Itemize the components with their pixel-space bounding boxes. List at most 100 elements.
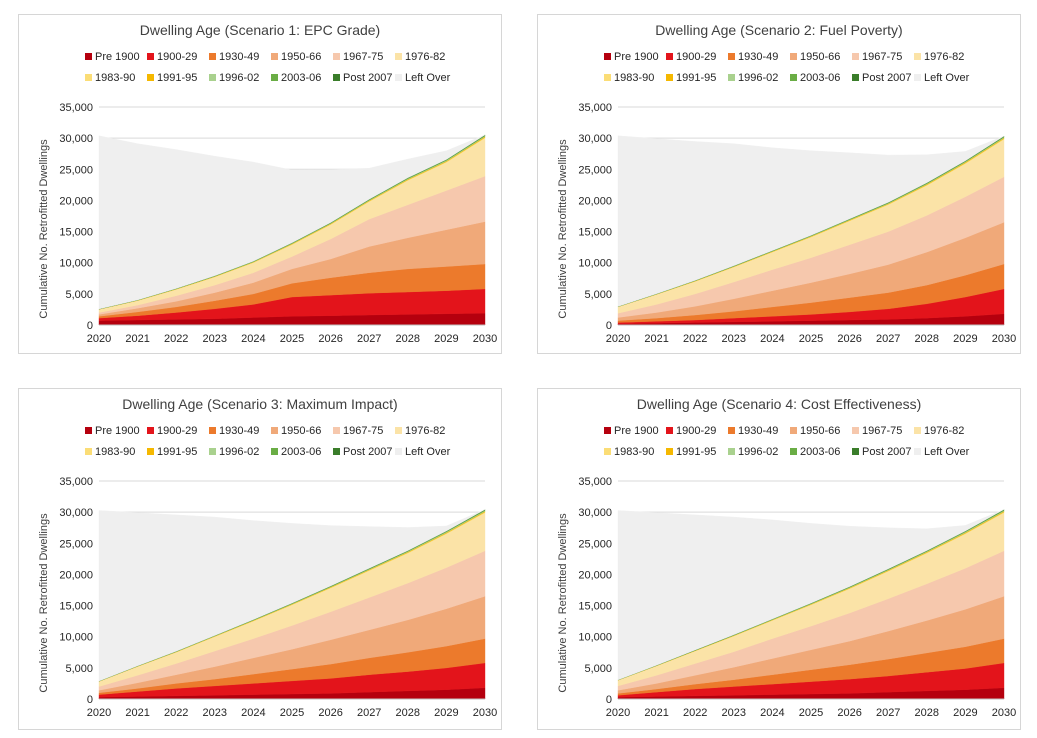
legend-label-1930-49: 1930-49 [219,425,259,437]
legend-swatch-1950-66 [790,53,797,60]
legend-swatch-1991-95 [147,74,154,81]
legend-label-1996-02: 1996-02 [219,72,259,84]
legend-label-2003-06: 2003-06 [281,446,321,458]
legend-swatch-left-over [914,448,921,455]
chart-title: Dwelling Age (Scenario 2: Fuel Poverty) [655,22,902,38]
legend-label-2003-06: 2003-06 [281,72,321,84]
x-tick-label: 2027 [876,333,900,345]
legend-swatch-1976-82 [914,427,921,434]
axes: 0 5,000 10,000 15,000 20,000 25,000 30,000 35,0… [578,476,1016,719]
legend-label-1976-82: 1976-82 [924,425,964,437]
y-tick-label: 10,000 [59,632,93,644]
legend-swatch-1967-75 [333,427,340,434]
x-tick-label: 2021 [644,707,668,719]
legend-swatch-1976-82 [395,427,402,434]
legend-label-1967-75: 1967-75 [343,425,383,437]
legend-label-1950-66: 1950-66 [800,425,840,437]
legend-label-post-2007: Post 2007 [343,446,393,458]
area-left-over [98,509,486,682]
legend-label-1950-66: 1950-66 [281,51,321,63]
x-tick-label: 2029 [953,707,977,719]
legend-label-1967-75: 1967-75 [343,51,383,63]
legend-label-left-over: Left Over [405,446,451,458]
x-tick-label: 2021 [125,707,149,719]
chart-panel-scenario-4: Dwelling Age (Scenario 4: Cost Effective… [537,388,1021,730]
legend-label-1930-49: 1930-49 [738,51,778,63]
y-tick-label: 25,000 [59,538,93,550]
legend-swatch-2003-06 [271,448,278,455]
area-left-over [617,135,1005,307]
legend-swatch-2003-06 [790,74,797,81]
x-tick-label: 2024 [241,333,265,345]
y-tick-label: 10,000 [59,258,93,270]
axes: 0 5,000 10,000 15,000 20,000 25,000 30,000 35,0… [59,102,497,345]
legend-swatch-1991-95 [666,448,673,455]
legend-label-1900-29: 1900-29 [676,425,716,437]
legend-label-1983-90: 1983-90 [614,446,654,458]
x-tick-label: 2029 [953,333,977,345]
legend-label-1996-02: 1996-02 [738,72,778,84]
x-tick-label: 2022 [683,707,707,719]
x-tick-label: 2024 [760,707,784,719]
chart-title: Dwelling Age (Scenario 3: Maximum Impact… [122,396,397,412]
legend-label-1976-82: 1976-82 [924,51,964,63]
legend-label-1950-66: 1950-66 [800,51,840,63]
legend-swatch-1976-82 [914,53,921,60]
area-left-over [617,509,1005,681]
legend-label-pre-1900: Pre 1900 [614,51,659,63]
legend-swatch-1967-75 [333,53,340,60]
legend-label-1930-49: 1930-49 [219,51,259,63]
x-tick-label: 2030 [992,333,1016,345]
legend-label-2003-06: 2003-06 [800,446,840,458]
x-tick-label: 2029 [434,333,458,345]
legend-label-1991-95: 1991-95 [676,446,716,458]
x-tick-label: 2027 [876,707,900,719]
legend-swatch-1900-29 [147,53,154,60]
legend-swatch-1930-49 [728,53,735,60]
stacked-areas [98,134,486,326]
legend-label-1900-29: 1900-29 [157,425,197,437]
legend-label-1983-90: 1983-90 [95,446,135,458]
x-tick-label: 2025 [799,333,823,345]
x-tick-label: 2030 [473,707,497,719]
y-tick-label: 0 [87,320,93,332]
legend-swatch-1930-49 [209,427,216,434]
legend-label-1991-95: 1991-95 [676,72,716,84]
legend-swatch-1983-90 [85,448,92,455]
legend-swatch-2003-06 [271,74,278,81]
stacked-areas [98,509,486,700]
x-tick-label: 2022 [164,707,188,719]
chart-title: Dwelling Age (Scenario 1: EPC Grade) [140,22,380,38]
y-axis-label: Cumulative No. Retrofitted Dwellings [38,513,50,693]
x-tick-label: 2025 [799,707,823,719]
chart-svg: Dwelling Age (Scenario 4: Cost Effective… [557,396,1016,719]
legend-swatch-1983-90 [604,448,611,455]
legend-label-1976-82: 1976-82 [405,425,445,437]
y-tick-label: 30,000 [59,133,93,145]
y-tick-label: 30,000 [578,133,612,145]
legend-label-1996-02: 1996-02 [219,446,259,458]
legend-label-1991-95: 1991-95 [157,446,197,458]
legend-label-1900-29: 1900-29 [676,51,716,63]
legend-label-left-over: Left Over [405,72,451,84]
x-tick-label: 2023 [203,333,227,345]
chart-legend: Pre 1900 1900-29 1930-49 1950-66 1967-75 1976… [85,51,451,84]
legend-swatch-1983-90 [604,74,611,81]
legend-swatch-left-over [395,74,402,81]
legend-label-left-over: Left Over [924,446,970,458]
y-tick-label: 5,000 [65,663,93,675]
y-tick-label: 35,000 [578,102,612,114]
y-tick-label: 10,000 [578,632,612,644]
legend-swatch-post-2007 [852,448,859,455]
legend-swatch-1950-66 [271,427,278,434]
legend-swatch-1996-02 [209,448,216,455]
legend-swatch-post-2007 [852,74,859,81]
y-tick-label: 30,000 [59,507,93,519]
y-tick-label: 20,000 [578,195,612,207]
legend-swatch-1900-29 [666,53,673,60]
x-tick-label: 2028 [915,707,939,719]
legend-swatch-1967-75 [852,53,859,60]
legend-label-post-2007: Post 2007 [862,446,912,458]
legend-swatch-1950-66 [790,427,797,434]
x-tick-label: 2021 [125,333,149,345]
